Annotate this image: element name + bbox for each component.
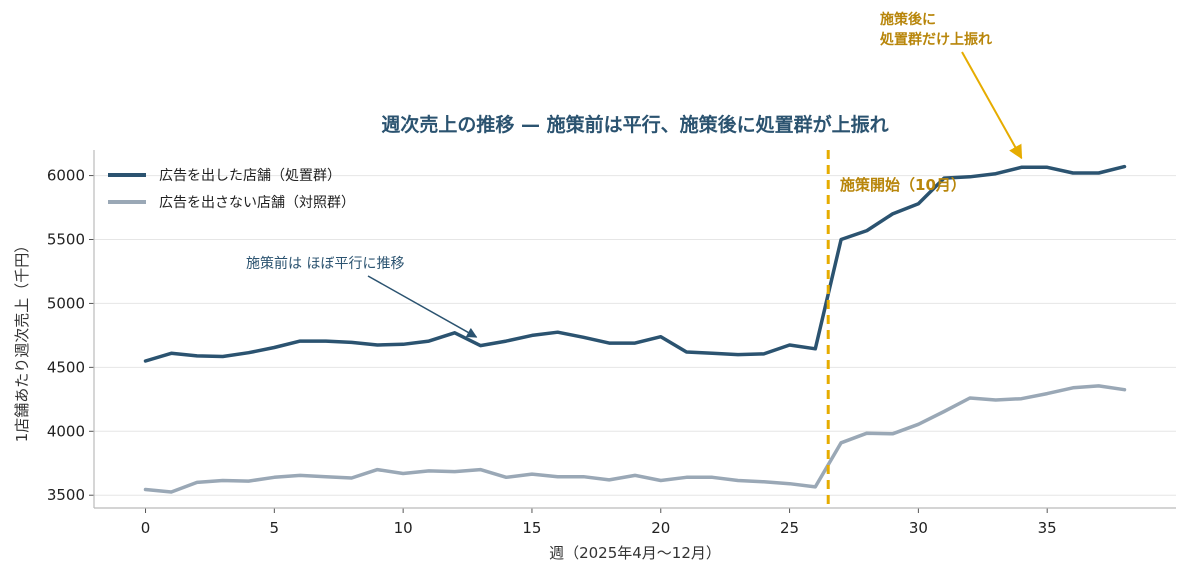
- y-tick-label: 6000: [47, 167, 85, 185]
- legend-label-control: 広告を出さない店舗（対照群）: [159, 195, 355, 211]
- y-tick-label: 4000: [47, 422, 85, 440]
- x-tick-label: 25: [780, 519, 799, 537]
- y-tick-label: 5000: [47, 294, 85, 312]
- annotation-uplift-line-2: 処置群だけ上振れ: [879, 31, 992, 48]
- x-tick-label: 35: [1038, 519, 1057, 537]
- chart-title: 週次売上の推移 — 施策前は平行、施策後に処置群が上振れ: [381, 113, 888, 136]
- x-tick-label: 5: [270, 519, 280, 537]
- y-tick-label: 5500: [47, 231, 85, 249]
- grid: [94, 175, 1176, 496]
- x-tick-label: 10: [394, 519, 413, 537]
- y-tick-label: 4500: [47, 358, 85, 376]
- annotation-parallel-text: 施策前は ほぼ平行に推移: [246, 255, 404, 272]
- legend: 広告を出した店舗（処置群） 広告を出さない店舗（対照群）: [108, 168, 355, 211]
- annotation-uplift-arrow: [961, 51, 1023, 160]
- x-tick-label: 0: [141, 519, 151, 537]
- x-tick-label: 20: [651, 519, 670, 537]
- axes: 3500 4000 4500 5000 5500 6000 0 5 10 15 20 25 30 35: [47, 150, 1176, 537]
- y-tick-label: 3500: [47, 486, 85, 504]
- y-axis-label: 1店舗あたり週次売上（千円）: [13, 238, 31, 443]
- intervention-label: 施策開始（10月）: [840, 176, 966, 194]
- annotation-uplift-text: 施策後に 処置群だけ上振れ: [879, 11, 992, 48]
- annotation-parallel-arrow: [367, 275, 478, 338]
- control-series-line: [143, 384, 1127, 494]
- x-axis-label: 週（2025年4月〜12月）: [549, 544, 721, 562]
- x-tick-label: 30: [909, 519, 928, 537]
- x-tick-label: 15: [522, 519, 541, 537]
- series-lines: [143, 164, 1127, 494]
- legend-label-treatment: 広告を出した店舗（処置群）: [159, 168, 341, 184]
- annotation-uplift-line-1: 施策後に: [880, 11, 936, 28]
- treatment-series-line: [143, 164, 1127, 363]
- annotations: [367, 51, 1023, 338]
